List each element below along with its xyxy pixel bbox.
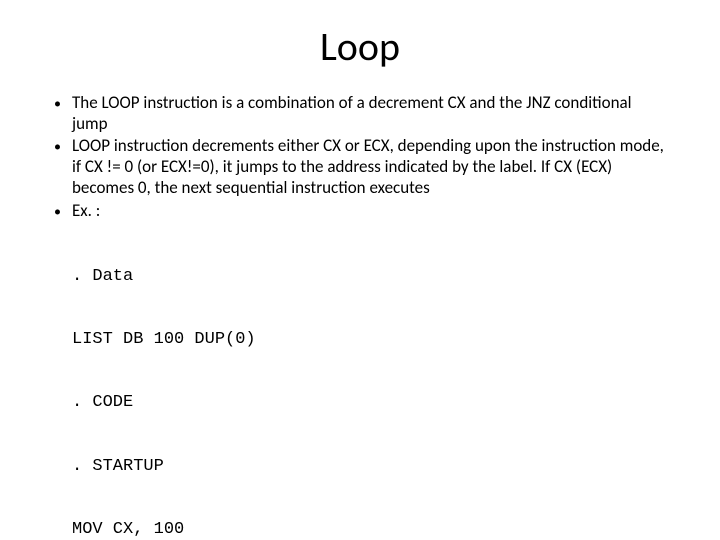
bullet-item: • LOOP instruction decrements either CX … [54,136,670,198]
slide-content: • The LOOP instruction is a combination … [50,93,670,540]
bullet-dot-icon: • [54,201,72,222]
code-block: . Data LIST DB 100 DUP(0) . CODE . START… [54,224,670,540]
bullet-item: • Ex. : [54,201,670,222]
code-line: . Data [72,266,670,287]
bullet-dot-icon: • [54,136,72,157]
bullet-dot-icon: • [54,93,72,114]
code-line: . CODE [72,392,670,413]
bullet-item: • The LOOP instruction is a combination … [54,93,670,134]
bullet-text: LOOP instruction decrements either CX or… [72,136,670,198]
slide-title: Loop [50,22,670,71]
bullet-text: The LOOP instruction is a combination of… [72,93,670,134]
code-line: MOV CX, 100 [72,519,670,540]
code-line: LIST DB 100 DUP(0) [72,329,670,350]
code-line: . STARTUP [72,456,670,477]
bullet-text: Ex. : [72,201,670,222]
slide: Loop • The LOOP instruction is a combina… [0,0,720,540]
